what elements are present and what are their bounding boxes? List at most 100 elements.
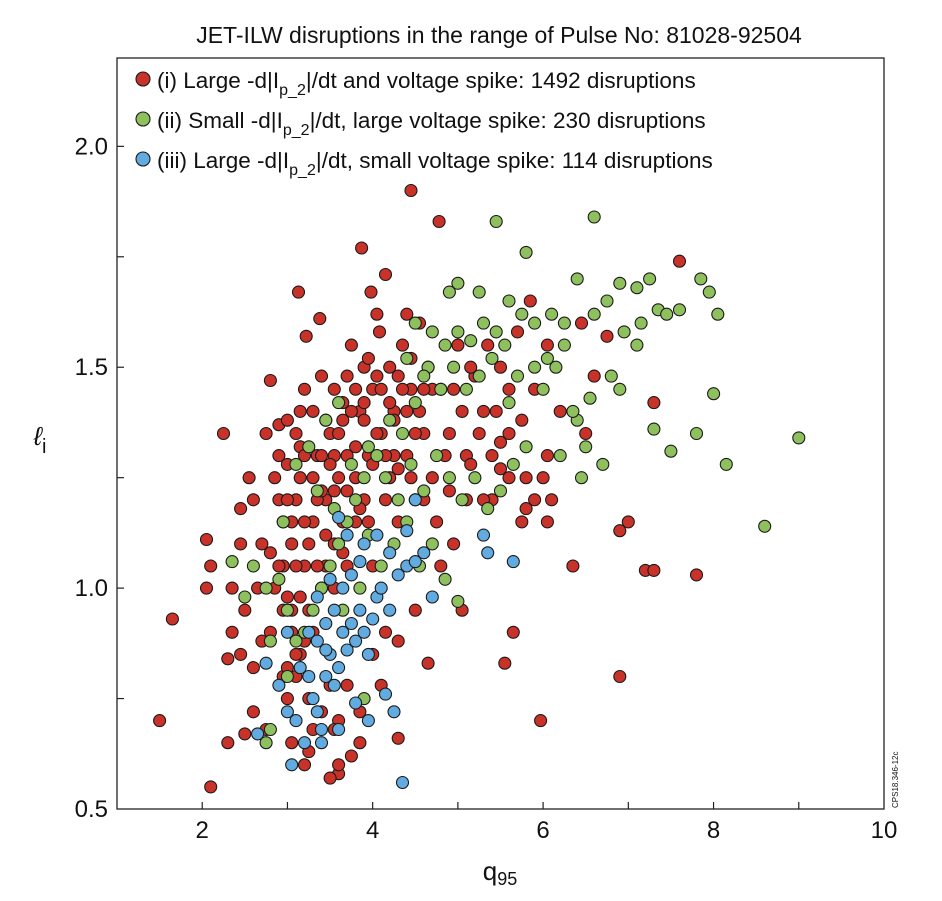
legend-entry: (i) Large -d|Ip_2|/dt and voltage spike:… [157,68,696,99]
data-point-series-1 [553,404,567,418]
legend: (i) Large -d|Ip_2|/dt and voltage spike:… [135,68,713,179]
data-point-series-1 [349,382,363,396]
data-point-series-2 [259,736,273,750]
data-point-series-3 [297,736,312,750]
data-point-series-1 [349,440,363,454]
data-point-series-1 [534,714,548,728]
legend-marker [135,71,151,87]
data-point-series-1 [246,493,260,507]
data-point-series-1 [400,307,414,321]
data-point-series-2 [519,245,533,259]
data-point-series-2 [310,484,324,498]
data-point-series-3 [319,643,333,657]
legend-entry: (iii) Large -d|Ip_2|/dt, small voltage s… [157,148,713,179]
data-point-series-1 [370,307,384,321]
data-point-series-1 [464,457,478,471]
data-point-series-2 [758,519,772,533]
data-point-series-2 [689,426,704,441]
x-axis-label: q95 [483,856,518,889]
data-point-series-2 [536,382,550,396]
data-point-series-3 [314,722,329,737]
data-point-series-1 [493,435,508,449]
data-point-series-2 [702,285,716,299]
data-point-series-2 [630,338,644,352]
y-tick-label: 2.0 [75,133,108,160]
data-point-series-1 [523,294,537,308]
data-point-series-3 [344,616,358,631]
data-point-series-1 [314,449,329,463]
data-point-series-3 [340,643,354,657]
data-point-series-2 [451,325,465,339]
data-point-series-2 [528,360,542,374]
data-point-series-1 [361,515,375,529]
data-point-series-2 [647,422,661,436]
data-points [153,183,806,794]
data-point-series-3 [332,661,346,675]
data-point-series-2 [481,502,495,516]
data-point-series-1 [153,714,167,728]
data-point-series-2 [438,572,452,586]
data-point-series-1 [383,360,397,374]
plot-area-frame [116,57,885,810]
data-point-series-3 [251,727,265,741]
data-point-series-1 [289,559,303,573]
data-point-series-1 [314,369,329,383]
data-point-series-2 [451,594,465,608]
x-tick-label: 8 [707,817,720,844]
data-point-series-1 [234,502,248,516]
data-point-series-1 [395,382,410,396]
data-point-series-2 [553,449,567,463]
data-point-series-2 [263,634,277,648]
data-point-series-1 [310,559,324,573]
data-point-series-3 [417,546,431,560]
data-point-series-1 [493,462,508,476]
data-point-series-1 [297,515,312,529]
data-point-series-2 [672,303,687,317]
data-point-series-3 [378,687,393,701]
data-point-series-3 [310,705,324,719]
y-axis-label: ℓi [33,421,47,458]
data-point-series-3 [289,714,303,728]
data-point-series-1 [259,426,273,441]
data-point-series-2 [357,471,371,485]
data-point-series-1 [502,471,516,485]
data-point-series-2 [447,360,461,374]
data-point-series-3 [323,572,337,586]
data-point-series-3 [383,546,397,560]
data-point-series-1 [319,528,333,542]
data-point-series-1 [404,471,418,485]
data-point-series-3 [259,656,273,670]
data-point-series-2 [660,307,674,321]
data-point-series-1 [302,537,316,551]
data-point-series-1 [536,471,550,485]
data-point-series-2 [306,603,320,617]
data-point-series-1 [587,369,601,383]
data-point-series-1 [327,484,341,498]
data-point-series-1 [519,502,533,516]
data-point-series-3 [285,758,299,772]
data-point-series-2 [566,404,580,418]
data-point-series-1 [378,625,393,639]
axis-ticks: 2 4 6 8 10 0.5 1.0 1.5 2.0 [75,133,898,844]
data-point-series-1 [336,413,350,427]
data-point-series-1 [332,426,346,441]
data-point-series-1 [372,325,387,339]
data-point-series-1 [600,329,614,343]
data-point-series-2 [289,457,303,471]
data-point-series-1 [545,493,559,507]
data-point-series-1 [579,426,593,441]
data-point-series-1 [421,656,435,670]
data-point-series-2 [617,325,631,339]
data-point-series-1 [340,484,354,498]
data-point-series-1 [647,563,661,577]
data-point-series-1 [216,426,231,441]
data-point-series-3 [391,568,405,582]
data-point-series-2 [711,307,725,321]
data-point-series-2 [557,316,571,330]
data-point-series-3 [357,537,371,551]
data-point-series-1 [515,515,529,529]
data-point-series-2 [302,440,316,454]
data-point-series-1 [574,316,589,330]
data-point-series-1 [272,559,286,573]
data-point-series-1 [464,360,478,374]
